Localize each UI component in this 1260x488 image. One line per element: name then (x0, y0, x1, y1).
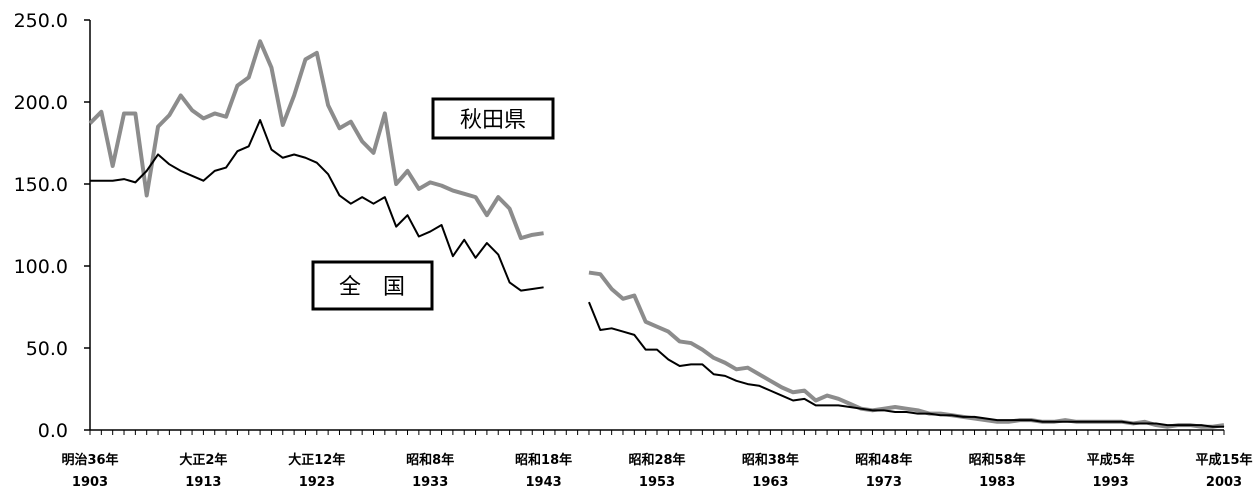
y-tick-label: 100.0 (14, 256, 68, 278)
x-tick-era: 昭和58年 (969, 452, 1026, 468)
x-tick-era: 昭和8年 (406, 452, 454, 468)
x-tick-era: 明治36年 (61, 452, 118, 468)
x-tick-era: 昭和18年 (515, 452, 572, 468)
series-layer (88, 39, 1225, 429)
x-tick-year: 1963 (752, 475, 788, 488)
x-tick-year: 1913 (185, 475, 221, 488)
x-tick-era: 平成15年 (1195, 452, 1252, 468)
label-box-akita: 秋田県 (431, 97, 555, 140)
x-tick-year: 1983 (979, 475, 1015, 488)
label-akita: 秋田県 (460, 108, 526, 133)
y-tick-label: 0.0 (38, 420, 68, 442)
x-tick-era: 昭和38年 (742, 452, 799, 468)
x-tick-year: 1953 (639, 475, 675, 488)
x-tick-year: 1943 (526, 475, 562, 488)
x-tick-year: 1933 (412, 475, 448, 488)
x-tick-year: 1923 (299, 475, 335, 488)
series-akita (88, 39, 1225, 429)
x-tick-year: 1903 (72, 475, 108, 488)
y-tick-label: 150.0 (14, 174, 68, 196)
label-box-national-frame (311, 260, 434, 311)
y-tick-label: 250.0 (14, 10, 68, 32)
x-tick-era: 大正12年 (288, 452, 345, 468)
x-tick-era: 昭和48年 (855, 452, 912, 468)
label-national: 全 国 (339, 275, 405, 300)
x-axis: 明治36年 1903 大正2年 1913 大正12年 1923 昭和8年 1933 昭和18年 1… (61, 429, 1253, 488)
y-axis: 0.0 50.0 100.0 150.0 200.0 250.0 (14, 10, 91, 442)
x-tick-year: 1993 (1093, 475, 1129, 488)
series-national (89, 119, 1225, 428)
x-tick-year: 2003 (1206, 475, 1242, 488)
label-box-national: 全 国 (311, 260, 434, 311)
series-line-segment (88, 39, 544, 241)
series-line-segment (588, 270, 1225, 429)
y-tick-label: 200.0 (14, 92, 68, 114)
x-tick-era: 大正2年 (179, 452, 227, 468)
label-box-akita-frame (431, 97, 555, 140)
y-tick-label: 50.0 (26, 338, 68, 360)
x-tick-era: 平成5年 (1087, 452, 1135, 468)
x-tick-year: 1973 (866, 475, 902, 488)
x-tick-era: 昭和28年 (628, 452, 685, 468)
